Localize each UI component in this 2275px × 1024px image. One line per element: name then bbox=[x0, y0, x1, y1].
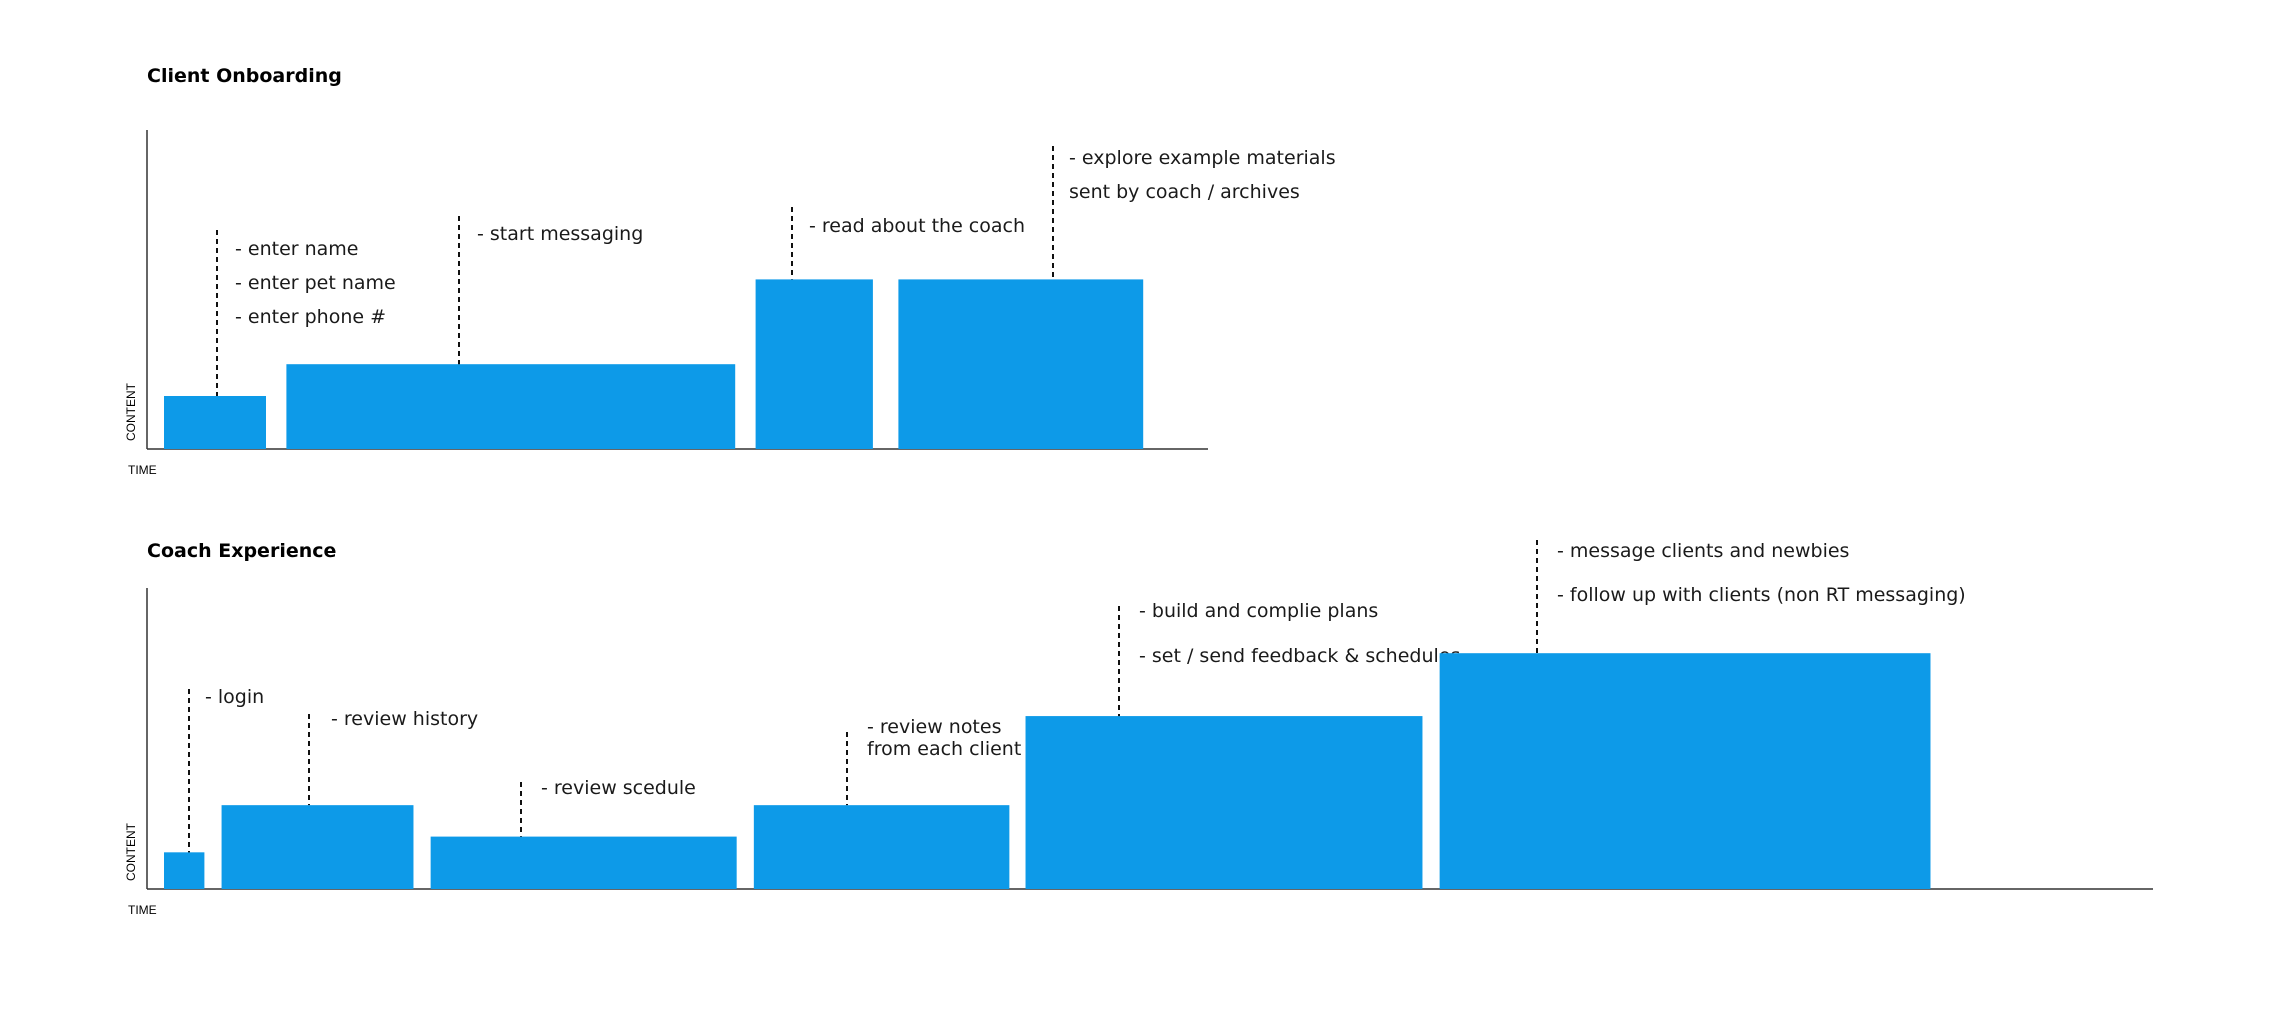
x-axis-label: TIME bbox=[128, 903, 157, 917]
annotation-text: - read about the coach bbox=[809, 215, 1025, 237]
bar-6 bbox=[1439, 653, 1931, 889]
bar-1 bbox=[164, 852, 205, 889]
annotation-text: sent by coach / archives bbox=[1069, 181, 1300, 203]
bar-2 bbox=[286, 364, 736, 449]
annotation-text: - enter phone # bbox=[235, 306, 386, 328]
annotation-text: - set / send feedback & schedules bbox=[1139, 645, 1460, 667]
y-axis-label: CONTENT bbox=[124, 822, 138, 881]
annotation-text: - start messaging bbox=[477, 223, 643, 245]
y-axis-label: CONTENT bbox=[124, 382, 138, 441]
client-onboarding-chart: CONTENT TIME - enter name - enter pet name -… bbox=[124, 130, 1336, 477]
annotation-text: - follow up with clients (non RT messagi… bbox=[1557, 584, 1966, 606]
annotation-text: - review history bbox=[331, 708, 478, 730]
bar-2 bbox=[221, 805, 414, 889]
bar-5 bbox=[1025, 716, 1423, 889]
annotation-text: - review notes bbox=[867, 716, 1001, 738]
annotation-text: - enter name bbox=[235, 238, 359, 260]
x-axis-label: TIME bbox=[128, 463, 157, 477]
bar-4 bbox=[898, 279, 1144, 449]
bar-4 bbox=[753, 805, 1010, 889]
annotation-text: - explore example materials bbox=[1069, 147, 1336, 169]
annotation-text: - build and complie plans bbox=[1139, 600, 1378, 622]
bar-1 bbox=[164, 396, 266, 449]
chart-title-client-onboarding: Client Onboarding bbox=[147, 65, 342, 87]
annotation-text: - message clients and newbies bbox=[1557, 540, 1849, 562]
bar-3 bbox=[755, 279, 873, 449]
annotation-text: - login bbox=[205, 686, 264, 708]
annotation-text: from each client bbox=[867, 738, 1021, 760]
bar-3 bbox=[430, 836, 737, 889]
annotation-text: - enter pet name bbox=[235, 272, 396, 294]
annotation-text: - review scedule bbox=[541, 777, 696, 799]
chart-title-coach-experience: Coach Experience bbox=[147, 540, 337, 562]
